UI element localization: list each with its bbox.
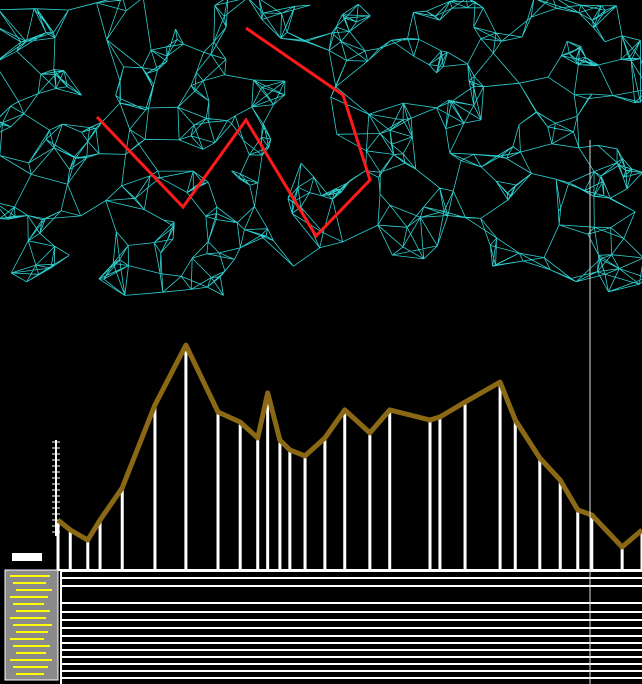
profile-plot	[56, 342, 642, 571]
tin-mesh-group	[0, 0, 642, 296]
left-axis	[52, 440, 60, 536]
legend-lines	[10, 575, 52, 675]
scale-label-box	[12, 553, 42, 561]
profile-line	[56, 342, 642, 550]
profile-route	[95, 26, 372, 239]
tin-mesh	[0, 0, 642, 296]
